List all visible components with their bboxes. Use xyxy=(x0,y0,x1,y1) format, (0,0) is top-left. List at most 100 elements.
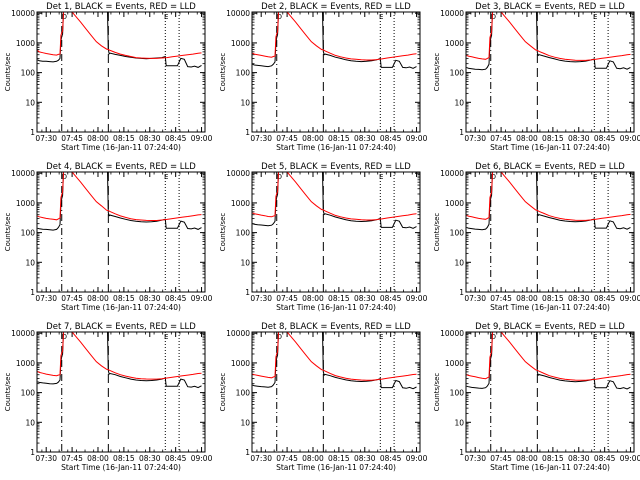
flag-glyph: E xyxy=(379,173,383,181)
panel-det-8: Det 8, BLACK = Events, RED = LLD 1 10 100 10… xyxy=(219,322,428,472)
panel-title: Det 9, BLACK = Events, RED = LLD xyxy=(475,322,625,332)
y-tick-label: 1 xyxy=(245,128,250,137)
x-axis-label: Start Time (16-Jan-11 07:24:40) xyxy=(490,463,610,472)
events-series-line xyxy=(466,172,631,231)
x-tick-label: 08:15 xyxy=(113,454,135,463)
lld-series-line xyxy=(466,12,631,61)
x-tick-label: 07:30 xyxy=(464,134,486,143)
y-tick-label: 10000 xyxy=(226,329,250,338)
x-tick-label: 08:00 xyxy=(87,454,109,463)
panel-title-legend: , BLACK = Events, RED = LLD xyxy=(69,322,196,332)
x-tick-label: 08:30 xyxy=(139,134,161,143)
flag-glyph: E xyxy=(379,13,383,21)
flag-glyph: D xyxy=(277,13,282,21)
x-tick-label: 08:45 xyxy=(380,454,402,463)
y-axis-label: Counts/sec xyxy=(433,53,441,92)
x-tick-label: 08:15 xyxy=(542,294,564,303)
panel-title: Det 1, BLACK = Events, RED = LLD xyxy=(46,2,196,12)
y-axis-label: Counts/sec xyxy=(4,213,12,252)
x-tick-label: 08:15 xyxy=(113,134,135,143)
x-tick-label: 08:00 xyxy=(87,134,109,143)
x-tick-label: 08:00 xyxy=(516,134,538,143)
y-axis-label: Counts/sec xyxy=(219,213,227,252)
panel-title-detector: Det 9 xyxy=(475,322,498,332)
plot-frame xyxy=(465,171,635,293)
x-tick-label: 08:30 xyxy=(354,454,376,463)
panel-title-legend: , BLACK = Events, RED = LLD xyxy=(498,162,625,172)
flag-glyph: E xyxy=(164,13,168,21)
panel-title: Det 3, BLACK = Events, RED = LLD xyxy=(475,2,625,12)
y-tick-label: 10000 xyxy=(11,169,35,178)
flag-glyph: D xyxy=(62,173,67,181)
x-tick-label: 07:30 xyxy=(464,454,486,463)
y-tick-label: 1000 xyxy=(445,199,464,208)
panel-title: Det 5, BLACK = Events, RED = LLD xyxy=(261,162,411,172)
x-tick-label: 07:30 xyxy=(35,134,57,143)
flag-glyph: E xyxy=(593,13,597,21)
x-tick-label: 08:15 xyxy=(542,134,564,143)
y-tick-label: 100 xyxy=(21,389,36,398)
x-tick-label: 08:30 xyxy=(354,294,376,303)
y-tick-label: 100 xyxy=(21,69,36,78)
panel-title-detector: Det 1 xyxy=(46,2,69,12)
panel-title-detector: Det 8 xyxy=(261,322,284,332)
panel-title: Det 4, BLACK = Events, RED = LLD xyxy=(46,162,196,172)
x-tick-label: 08:00 xyxy=(302,134,324,143)
x-tick-label: 08:30 xyxy=(568,294,590,303)
events-series-line xyxy=(37,12,202,68)
x-tick-label: 08:00 xyxy=(516,294,538,303)
plot-frame xyxy=(251,11,421,133)
y-tick-label: 1 xyxy=(30,128,35,137)
x-tick-label: 08:30 xyxy=(139,294,161,303)
panel-title-legend: , BLACK = Events, RED = LLD xyxy=(69,162,196,172)
x-tick-label: 08:00 xyxy=(516,454,538,463)
y-tick-label: 10000 xyxy=(226,169,250,178)
x-tick-label: 08:45 xyxy=(165,454,187,463)
y-tick-label: 1 xyxy=(30,448,35,457)
lld-series-line xyxy=(466,332,631,381)
x-tick-label: 08:00 xyxy=(302,454,324,463)
plot-frame xyxy=(36,11,206,133)
x-tick-label: 08:45 xyxy=(380,134,402,143)
y-tick-label: 10 xyxy=(240,98,250,107)
x-tick-label: 07:45 xyxy=(276,454,298,463)
flag-glyph: D xyxy=(491,13,496,21)
x-axis-label: Start Time (16-Jan-11 07:24:40) xyxy=(61,143,181,152)
y-tick-label: 10 xyxy=(240,418,250,427)
x-tick-label: 09:00 xyxy=(406,294,428,303)
y-tick-label: 10000 xyxy=(11,329,35,338)
y-axis-label: Counts/sec xyxy=(4,53,12,92)
x-tick-label: 09:00 xyxy=(620,454,640,463)
panel-det-9: Det 9, BLACK = Events, RED = LLD 1 10 100 10… xyxy=(433,322,640,472)
panel-title-detector: Det 5 xyxy=(261,162,284,172)
x-tick-label: 08:45 xyxy=(594,294,616,303)
y-tick-label: 100 xyxy=(450,229,465,238)
panel-det-7: Det 7, BLACK = Events, RED = LLD 1 10 100 10… xyxy=(4,322,213,472)
x-axis-label: Start Time (16-Jan-11 07:24:40) xyxy=(490,303,610,312)
panel-title-detector: Det 4 xyxy=(46,162,69,172)
x-axis-label: Start Time (16-Jan-11 07:24:40) xyxy=(61,303,181,312)
x-tick-label: 08:45 xyxy=(165,294,187,303)
plot-frame xyxy=(465,11,635,133)
lld-series-line xyxy=(252,172,417,221)
lld-series-line xyxy=(37,12,202,59)
x-tick-label: 07:30 xyxy=(464,294,486,303)
panel-det-3: Det 3, BLACK = Events, RED = LLD 1 10 100 10… xyxy=(433,2,640,152)
x-axis-label: Start Time (16-Jan-11 07:24:40) xyxy=(490,143,610,152)
x-tick-label: 08:30 xyxy=(139,454,161,463)
x-tick-label: 08:00 xyxy=(302,294,324,303)
y-tick-label: 10 xyxy=(454,418,464,427)
y-tick-label: 100 xyxy=(236,69,251,78)
y-tick-label: 1000 xyxy=(16,359,35,368)
panel-det-6: Det 6, BLACK = Events, RED = LLD 1 10 100 10… xyxy=(433,162,640,312)
y-tick-label: 10 xyxy=(454,258,464,267)
x-tick-label: 07:30 xyxy=(250,454,272,463)
x-tick-label: 09:00 xyxy=(406,134,428,143)
x-tick-label: 07:30 xyxy=(35,454,57,463)
y-axis-label: Counts/sec xyxy=(219,373,227,412)
y-tick-label: 10 xyxy=(25,98,35,107)
panel-det-1: Det 1, BLACK = Events, RED = LLD 1 10 100 10… xyxy=(4,2,213,152)
y-tick-label: 10000 xyxy=(226,9,250,18)
flag-glyph: E xyxy=(164,173,168,181)
x-tick-label: 07:45 xyxy=(61,454,83,463)
